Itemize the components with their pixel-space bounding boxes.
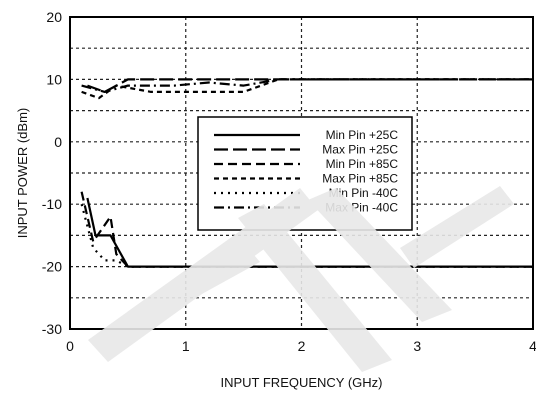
y-tick-label: 10	[46, 71, 62, 87]
x-tick-label: 2	[298, 338, 306, 354]
plot-frame	[69, 16, 534, 330]
y-axis-title: INPUT POWER (dBm)	[15, 108, 30, 239]
watermark	[88, 186, 514, 372]
watermark-stroke-2	[238, 204, 392, 372]
y-tick-label: -30	[42, 321, 62, 337]
y-tick-label: 0	[54, 134, 62, 150]
y-tick-label: -10	[42, 196, 62, 212]
x-tick-label: 3	[413, 338, 421, 354]
legend-label-4: Max Pin +85C	[322, 172, 398, 186]
legend-label-2: Max Pin +25C	[322, 143, 398, 157]
legend-label-3: Min Pin +85C	[326, 157, 399, 171]
x-axis-title: INPUT FREQUENCY (GHz)	[220, 375, 382, 390]
watermark-stroke-5	[150, 248, 260, 316]
series-line-4	[81, 78, 533, 100]
x-tick-label: 0	[66, 338, 74, 354]
y-tick-label: 20	[46, 9, 62, 25]
legend-label-5: Min Pin -40C	[329, 186, 399, 200]
watermark-stroke-3	[308, 188, 452, 322]
x-tick-label: 1	[182, 338, 190, 354]
series-line-6	[81, 78, 533, 94]
legend-label-1: Min Pin +25C	[326, 128, 399, 142]
y-tick-label: -20	[42, 259, 62, 275]
x-tick-label: 4	[529, 338, 536, 354]
watermark-stroke-4	[400, 186, 514, 268]
